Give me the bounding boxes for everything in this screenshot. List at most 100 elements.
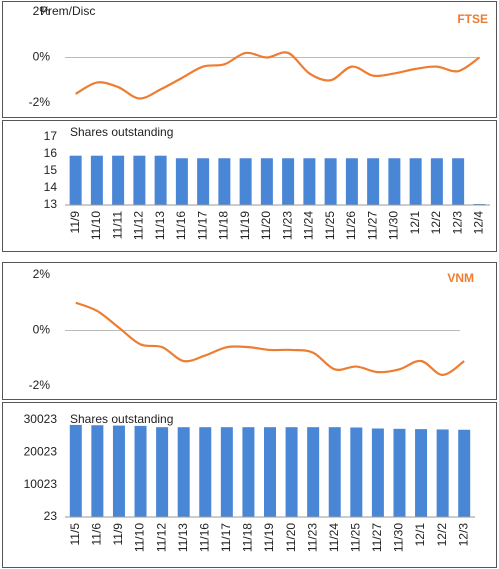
x-tick-label: 11/17 (219, 523, 233, 552)
y-tick-label: 13 (44, 197, 58, 211)
bar (388, 158, 401, 205)
x-tick-label: 11/30 (387, 211, 401, 240)
y-tick-label: -2% (29, 378, 51, 392)
x-tick-label: 11/23 (280, 211, 294, 240)
x-tick-label: 12/3 (450, 211, 464, 235)
x-tick-label: 12/1 (408, 211, 422, 235)
x-tick-label: 11/9 (68, 211, 82, 234)
x-tick-label: 11/19 (238, 211, 252, 240)
x-tick-label: 12/2 (429, 211, 443, 235)
bar (350, 427, 363, 517)
x-tick-label: 11/25 (323, 211, 337, 240)
bar (260, 158, 273, 205)
bar (436, 429, 449, 517)
x-tick-label: 11/26 (344, 211, 358, 240)
bar (175, 158, 188, 205)
x-tick-label: 11/27 (370, 523, 384, 552)
x-tick-label: 11/17 (195, 211, 209, 240)
bar (430, 158, 443, 205)
axis-label: Prem/Disc (40, 4, 95, 18)
bar (452, 158, 465, 205)
bar (197, 158, 210, 205)
bar (242, 427, 255, 517)
bar (177, 427, 190, 517)
y-tick-label: 30023 (24, 412, 58, 426)
bar (218, 158, 231, 205)
y-tick-label: 16 (44, 146, 58, 160)
bar (91, 425, 104, 517)
bar (239, 158, 252, 205)
x-tick-label: 12/1 (413, 523, 427, 547)
bar (220, 427, 233, 517)
panel (2, 1, 497, 118)
y-tick-label: 20023 (24, 445, 58, 459)
bar (133, 155, 146, 205)
bar (409, 158, 422, 205)
x-tick-label: 12/4 (472, 211, 486, 235)
bar (345, 158, 358, 205)
line (75, 51, 481, 100)
x-tick-label: 11/13 (176, 523, 190, 552)
bar (112, 155, 125, 205)
x-tick-label: 12/3 (456, 523, 470, 547)
x-tick-label: 11/9 (111, 523, 125, 546)
x-tick-label: 11/5 (68, 523, 82, 546)
bar (393, 428, 406, 517)
chart-title: FTSE (457, 12, 488, 26)
x-tick-label: 12/2 (435, 523, 449, 547)
y-tick-label: 2% (33, 267, 51, 281)
bar (112, 425, 125, 517)
bar (307, 427, 320, 517)
bar (69, 424, 82, 517)
y-tick-label: 2% (33, 4, 51, 18)
bar (324, 158, 337, 205)
y-tick-label: 14 (44, 180, 58, 194)
x-tick-label: 11/24 (302, 211, 316, 240)
x-tick-label: 11/25 (348, 523, 362, 552)
x-tick-label: 11/18 (217, 211, 231, 240)
bar (69, 155, 82, 205)
bar (367, 158, 380, 205)
x-tick-label: 11/27 (365, 211, 379, 240)
bar (285, 427, 298, 517)
bar (154, 155, 167, 205)
chart-title: VNM (447, 271, 474, 285)
bar (134, 425, 147, 517)
bar (90, 155, 103, 205)
x-tick-label: 11/11 (110, 211, 124, 240)
x-tick-label: 11/6 (90, 523, 104, 546)
x-tick-label: 11/10 (89, 211, 103, 240)
bar (415, 429, 428, 517)
x-tick-label: 11/18 (241, 523, 255, 552)
x-tick-label: 11/24 (327, 523, 341, 552)
x-tick-label: 11/20 (259, 211, 273, 240)
axis-label: Shares outstanding (70, 412, 173, 426)
bar (458, 429, 471, 517)
x-tick-label: 11/16 (197, 523, 211, 552)
y-tick-label: -2% (29, 95, 51, 109)
x-tick-label: 11/23 (305, 523, 319, 552)
bar (264, 427, 276, 517)
bar (371, 428, 384, 517)
y-tick-label: 0% (33, 323, 51, 337)
y-tick-label: 0% (33, 50, 51, 64)
bar (282, 158, 295, 205)
y-tick-label: 10023 (24, 477, 58, 491)
bar (199, 427, 212, 517)
y-tick-label: 23 (44, 509, 58, 523)
x-tick-label: 11/19 (262, 523, 276, 552)
x-tick-label: 11/12 (132, 211, 146, 240)
x-tick-label: 11/20 (284, 523, 298, 552)
x-tick-label: 11/30 (392, 523, 406, 552)
line (75, 301, 465, 377)
x-tick-label: 11/13 (153, 211, 167, 240)
bar (303, 158, 316, 205)
x-tick-label: 11/16 (174, 211, 188, 240)
axis-label: Shares outstanding (70, 125, 173, 139)
x-tick-label: 11/10 (133, 523, 147, 552)
bar (328, 427, 341, 517)
y-tick-label: 15 (44, 163, 58, 177)
bar (156, 427, 169, 517)
x-tick-label: 11/12 (154, 523, 168, 552)
y-tick-label: 17 (44, 129, 58, 143)
